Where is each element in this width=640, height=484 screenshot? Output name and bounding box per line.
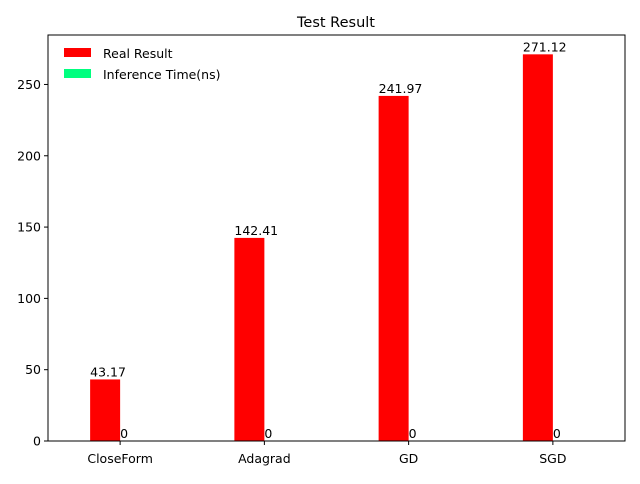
data-label-inference-time-closeform: 0 [120, 426, 128, 441]
bar-real-result-closeform [90, 379, 121, 441]
data-label-inference-time-sgd: 0 [553, 426, 561, 441]
y-tick-label: 0 [33, 434, 41, 449]
legend: Real Result Inference Time(ns) [64, 46, 221, 82]
bar-real-result-adagrad [234, 237, 265, 441]
legend-swatch-inference-time [64, 69, 91, 78]
legend-swatch-real-result [64, 48, 91, 57]
data-label-real-result-gd: 241.97 [379, 81, 423, 96]
data-label-inference-time-gd: 0 [409, 426, 417, 441]
x-tick-label: GD [399, 451, 418, 466]
data-label-real-result-adagrad: 142.41 [234, 223, 278, 238]
y-tick-label: 250 [17, 77, 41, 92]
bar-real-result-gd [378, 95, 409, 441]
x-tick-label: SGD [539, 451, 566, 466]
x-tick-label: Adagrad [238, 451, 291, 466]
chart-title: Test Result [296, 15, 375, 31]
data-label-real-result-closeform: 43.17 [90, 364, 126, 379]
plot-area: 43.17 142.41 241.97 271.12 0 0 0 0 0 50 100 150 200 2… [17, 34, 626, 466]
data-label-real-result-sgd: 271.12 [523, 39, 567, 54]
y-tick-label: 200 [17, 148, 41, 163]
data-label-inference-time-adagrad: 0 [264, 426, 272, 441]
x-tick-label: CloseForm [87, 451, 153, 466]
y-tick-label: 150 [17, 220, 41, 235]
legend-label-real-result: Real Result [103, 46, 173, 61]
plot-frame [47, 34, 626, 442]
legend-label-inference-time: Inference Time(ns) [103, 67, 221, 82]
y-tick-label: 100 [17, 291, 41, 306]
y-tick-label: 50 [25, 362, 41, 377]
bar-real-result-sgd [522, 54, 553, 441]
